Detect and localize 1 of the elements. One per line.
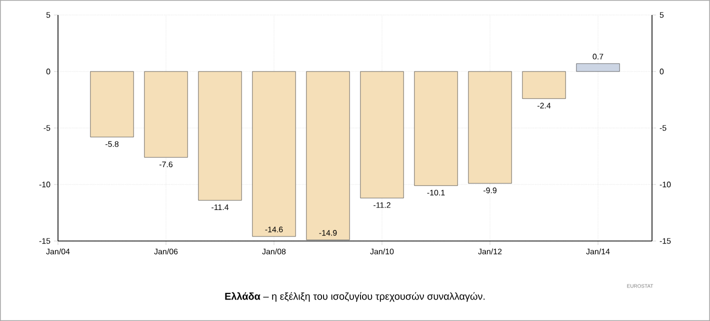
text: Ελλάδα – η εξέλιξη του ισοζυγίου τρεχουσών συναλλαγών. bbox=[225, 292, 485, 302]
